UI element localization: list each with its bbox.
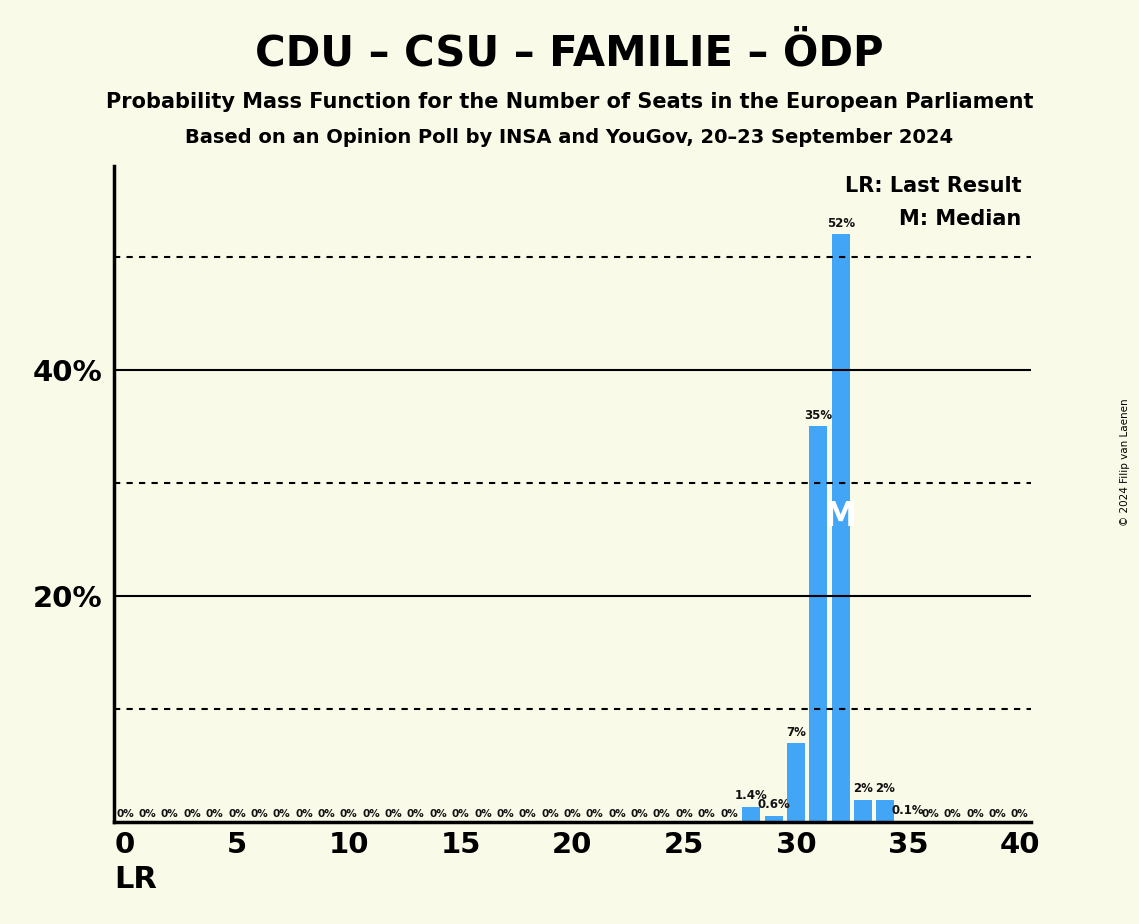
Bar [743,807,760,822]
Text: 0%: 0% [206,809,223,819]
Text: 0%: 0% [251,809,268,819]
Text: 0%: 0% [720,809,738,819]
Text: 0%: 0% [1010,809,1029,819]
Text: 0%: 0% [989,809,1006,819]
Text: 0.6%: 0.6% [757,798,790,811]
Text: 0%: 0% [631,809,648,819]
Text: 0%: 0% [474,809,492,819]
Text: 0%: 0% [272,809,290,819]
Text: © 2024 Filip van Laenen: © 2024 Filip van Laenen [1120,398,1130,526]
Bar [899,821,917,822]
Text: 0%: 0% [295,809,313,819]
Text: M: Median: M: Median [900,209,1022,229]
Text: 0%: 0% [675,809,693,819]
Bar [854,800,872,822]
Text: CDU – CSU – FAMILIE – ÖDP: CDU – CSU – FAMILIE – ÖDP [255,32,884,74]
Text: 0%: 0% [116,809,134,819]
Bar [787,743,805,822]
Text: 0%: 0% [183,809,202,819]
Text: 7%: 7% [786,725,806,738]
Text: M: M [825,500,858,533]
Text: 0%: 0% [966,809,984,819]
Text: 0%: 0% [228,809,246,819]
Text: 0%: 0% [497,809,514,819]
Text: 52%: 52% [827,216,854,230]
Bar [877,800,894,822]
Text: Based on an Opinion Poll by INSA and YouGov, 20–23 September 2024: Based on an Opinion Poll by INSA and You… [186,128,953,147]
Text: 0%: 0% [518,809,536,819]
Text: 0%: 0% [362,809,380,819]
Text: 0%: 0% [452,809,469,819]
Text: 0%: 0% [429,809,446,819]
Text: LR: Last Result: LR: Last Result [845,176,1022,196]
Text: 0%: 0% [564,809,581,819]
Text: 0%: 0% [608,809,626,819]
Text: 0%: 0% [139,809,156,819]
Text: 0%: 0% [653,809,671,819]
Text: 0%: 0% [698,809,715,819]
Bar [764,816,782,822]
Text: 1.4%: 1.4% [735,789,768,802]
Text: 2%: 2% [853,783,872,796]
Text: 0%: 0% [385,809,402,819]
Text: 0%: 0% [339,809,358,819]
Text: 2%: 2% [876,783,895,796]
Text: 0%: 0% [161,809,179,819]
Text: 0%: 0% [407,809,425,819]
Text: LR: LR [114,866,157,894]
Text: Probability Mass Function for the Number of Seats in the European Parliament: Probability Mass Function for the Number… [106,92,1033,113]
Bar [810,427,827,822]
Text: 0%: 0% [318,809,335,819]
Bar [831,234,850,822]
Text: 0%: 0% [585,809,604,819]
Text: 0%: 0% [943,809,961,819]
Text: 0%: 0% [921,809,939,819]
Text: 0%: 0% [541,809,559,819]
Text: 0.1%: 0.1% [892,804,924,817]
Text: 35%: 35% [804,409,833,422]
